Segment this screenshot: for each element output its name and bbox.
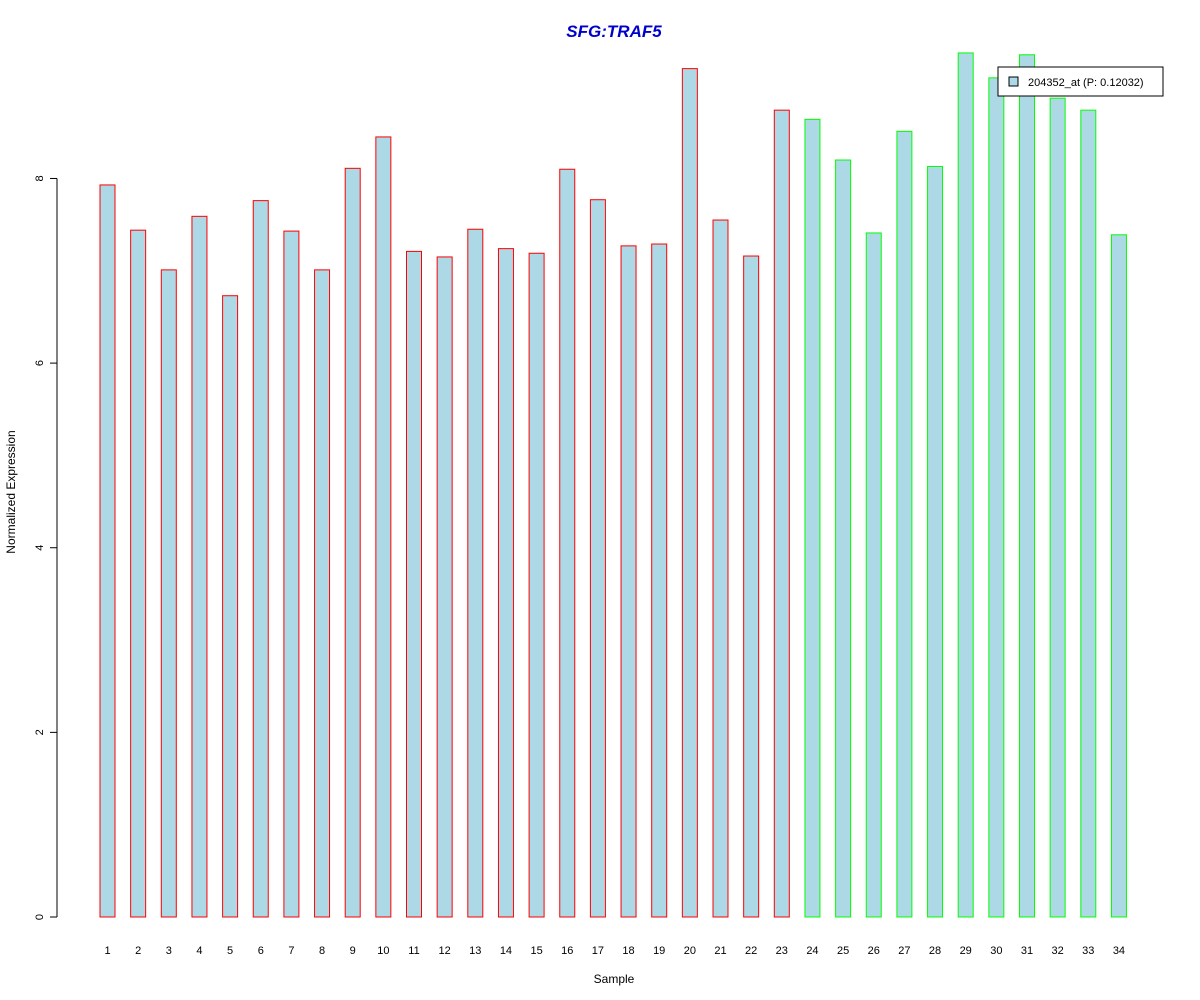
x-tick-label: 27 — [898, 945, 910, 957]
bar-30 — [988, 77, 1005, 918]
chart-title: SFG:TRAF5 — [566, 22, 662, 41]
x-tick-label: 9 — [350, 945, 356, 957]
x-tick-label: 32 — [1052, 945, 1064, 957]
legend-box — [997, 66, 1164, 97]
x-tick-label: 23 — [776, 945, 788, 957]
bar-15 — [528, 252, 545, 918]
bar-1 — [99, 184, 116, 918]
x-tick-label: 13 — [469, 945, 481, 957]
y-tick-label: 2 — [34, 729, 46, 735]
bar-31 — [1019, 54, 1035, 918]
x-tick-label: 17 — [592, 945, 604, 957]
bar-24 — [804, 118, 821, 918]
bar-11 — [406, 250, 422, 918]
x-tick-label: 34 — [1113, 945, 1125, 957]
x-tick-label: 15 — [530, 945, 542, 957]
bar-6 — [252, 200, 269, 918]
bar-21 — [712, 219, 729, 918]
x-tick-label: 18 — [622, 945, 634, 957]
x-tick-label: 6 — [258, 945, 264, 957]
x-tick-label: 24 — [806, 945, 818, 957]
x-tick-label: 28 — [929, 945, 941, 957]
y-tick-label: 6 — [34, 360, 46, 366]
bar-29 — [957, 52, 974, 918]
bar-19 — [651, 243, 668, 918]
bar-33 — [1080, 109, 1097, 918]
x-tick-label: 20 — [684, 945, 696, 957]
bar-8 — [314, 269, 331, 918]
bar-4 — [191, 215, 208, 918]
legend-label: 204352_at (P: 0.12032) — [1028, 77, 1144, 89]
bar-14 — [497, 248, 514, 918]
x-axis-title: Sample — [594, 972, 635, 986]
x-tick-label: 21 — [714, 945, 726, 957]
y-tick-label: 4 — [34, 545, 46, 551]
bar-9 — [344, 167, 361, 918]
x-tick-label: 26 — [868, 945, 880, 957]
x-tick-label: 7 — [288, 945, 294, 957]
bars — [99, 52, 1127, 918]
x-tick-label: 14 — [500, 945, 512, 957]
x-tick-label: 16 — [561, 945, 573, 957]
x-tick-label: 31 — [1021, 945, 1033, 957]
bar-12 — [436, 256, 453, 918]
x-tick-label: 19 — [653, 945, 665, 957]
x-axis-labels: 1 2 3 4 5 6 7 8 9 10 11 12 13 14 15 16 17 18 19 20 21 22 23 24 2… — [104, 945, 1125, 957]
bar-5 — [222, 295, 239, 918]
bar-16 — [559, 168, 576, 918]
bar-22 — [743, 255, 760, 918]
y-tick-label: 8 — [34, 175, 46, 181]
x-tick-label: 3 — [166, 945, 172, 957]
x-tick-label: 22 — [745, 945, 757, 957]
y-tick-label: 0 — [34, 914, 46, 920]
y-axis: 0 2 4 6 8 — [34, 175, 58, 920]
legend-swatch — [1008, 76, 1019, 87]
bar-25 — [835, 159, 852, 918]
x-tick-label: 1 — [104, 945, 110, 957]
x-tick-label: 12 — [439, 945, 451, 957]
bar-2 — [130, 229, 147, 918]
bar-32 — [1049, 97, 1066, 918]
bar-26 — [865, 232, 882, 918]
x-tick-label: 4 — [196, 945, 202, 957]
bar-23 — [773, 109, 790, 918]
bar-13 — [467, 228, 484, 918]
x-tick-label: 29 — [960, 945, 972, 957]
x-tick-label: 5 — [227, 945, 233, 957]
x-tick-label: 2 — [135, 945, 141, 957]
bar-17 — [589, 199, 606, 918]
x-tick-label: 10 — [377, 945, 389, 957]
x-tick-label: 30 — [990, 945, 1002, 957]
bar-18 — [620, 245, 637, 918]
bar-28 — [927, 165, 944, 918]
legend: 204352_at (P: 0.12032) — [997, 66, 1164, 97]
bar-20 — [681, 68, 698, 918]
x-tick-label: 8 — [319, 945, 325, 957]
x-tick-label: 33 — [1082, 945, 1094, 957]
bar-10 — [375, 136, 392, 918]
x-tick-label: 11 — [408, 945, 419, 957]
bar-27 — [896, 130, 913, 918]
bar-34 — [1110, 234, 1127, 918]
x-tick-label: 25 — [837, 945, 849, 957]
y-axis-title: Normalized Expression — [4, 430, 18, 553]
bar-3 — [160, 269, 177, 918]
bar-7 — [283, 230, 300, 918]
